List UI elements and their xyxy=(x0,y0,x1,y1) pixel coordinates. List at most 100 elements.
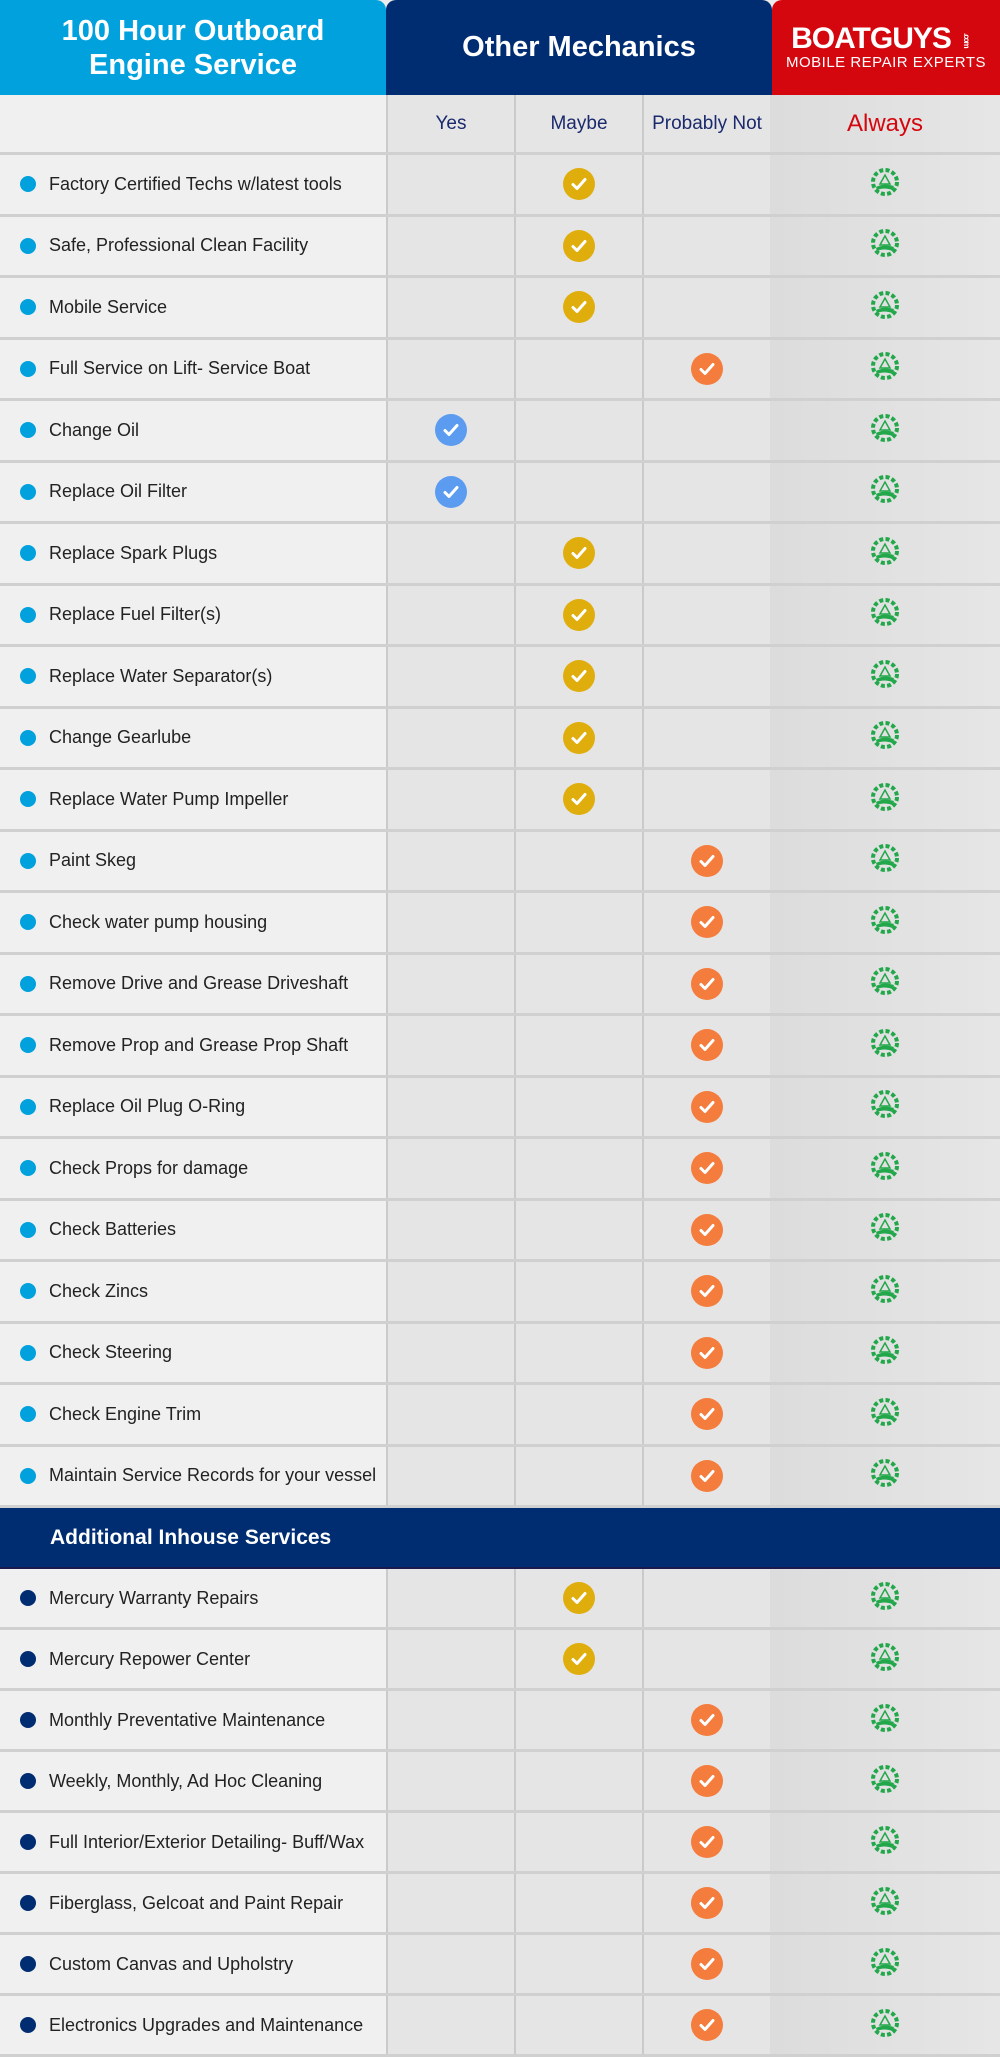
cell-yes xyxy=(386,1200,514,1259)
cell-maybe xyxy=(514,1630,642,1688)
cell-not xyxy=(642,1569,770,1627)
row-label: Full Service on Lift- Service Boat xyxy=(0,339,386,398)
bullet-icon xyxy=(20,1895,36,1911)
boatguys-gear-icon xyxy=(868,1087,902,1126)
service-name: Check Props for damage xyxy=(49,1157,249,1178)
service-name: Maintain Service Records for your vessel xyxy=(49,1465,377,1486)
boatguys-gear-icon xyxy=(868,595,902,634)
row-label: Replace Oil Plug O-Ring xyxy=(0,1077,386,1136)
check-icon xyxy=(691,1398,723,1431)
row-label: Maintain Service Records for your vessel xyxy=(0,1446,386,1505)
bullet-icon xyxy=(20,545,36,562)
cell-not xyxy=(642,954,770,1013)
cell-yes xyxy=(386,1752,514,1810)
check-icon xyxy=(691,1213,723,1246)
row-label: Electronics Upgrades and Maintenance xyxy=(0,1996,386,2054)
table-row: Replace Oil Plug O-Ring xyxy=(0,1077,1000,1139)
check-icon xyxy=(691,906,723,939)
table-row: Replace Oil Filter xyxy=(0,462,1000,524)
boatguys-gear-icon xyxy=(868,1026,902,1065)
cell-yes xyxy=(386,1323,514,1382)
cell-yes xyxy=(386,216,514,275)
boatguys-gear-icon xyxy=(868,841,902,880)
cell-maybe xyxy=(514,278,642,337)
service-name: Monthly Preventative Maintenance xyxy=(49,1709,326,1730)
cell-maybe xyxy=(514,339,642,398)
cell-always xyxy=(770,708,1000,767)
cell-maybe xyxy=(514,462,642,521)
boatguys-gear-icon xyxy=(868,288,902,327)
cell-maybe xyxy=(514,647,642,706)
cell-yes xyxy=(386,708,514,767)
cell-yes xyxy=(386,647,514,706)
check-icon xyxy=(563,660,595,693)
service-name: Replace Fuel Filter(s) xyxy=(49,604,222,625)
row-label: Replace Water Pump Impeller xyxy=(0,770,386,829)
check-icon xyxy=(563,168,595,201)
bullet-icon xyxy=(20,1467,36,1484)
row-label: Mercury Warranty Repairs xyxy=(0,1569,386,1627)
cell-not xyxy=(642,1139,770,1198)
cell-always xyxy=(770,1935,1000,1993)
bullet-icon xyxy=(20,1651,36,1667)
cell-always xyxy=(770,1077,1000,1136)
cell-yes xyxy=(386,1630,514,1688)
table-row: Factory Certified Techs w/latest tools xyxy=(0,155,1000,217)
cell-yes xyxy=(386,462,514,521)
bullet-icon xyxy=(20,1283,36,1300)
table-row: Mercury Warranty Repairs xyxy=(0,1569,1000,1630)
check-icon xyxy=(691,967,723,1000)
cell-not xyxy=(642,1385,770,1444)
cell-maybe xyxy=(514,216,642,275)
row-label: Change Oil xyxy=(0,401,386,460)
section-1-rows: Factory Certified Techs w/latest tools Sa… xyxy=(0,155,1000,1508)
boatguys-gear-icon xyxy=(868,1395,902,1434)
cell-not xyxy=(642,1630,770,1688)
boatguys-gear-icon xyxy=(868,1210,902,1249)
boatguys-gear-icon xyxy=(868,1945,902,1984)
brand-suffix: .com xyxy=(961,33,971,48)
table-row: Fiberglass, Gelcoat and Paint Repair xyxy=(0,1874,1000,1935)
row-label: Factory Certified Techs w/latest tools xyxy=(0,155,386,214)
table-row: Check water pump housing xyxy=(0,893,1000,955)
cell-always xyxy=(770,155,1000,214)
service-name: Safe, Professional Clean Facility xyxy=(49,235,309,256)
bullet-icon xyxy=(20,668,36,685)
bullet-icon xyxy=(20,299,36,316)
row-label: Replace Fuel Filter(s) xyxy=(0,585,386,644)
row-label: Check Batteries xyxy=(0,1200,386,1259)
cell-not xyxy=(642,462,770,521)
cell-always xyxy=(770,524,1000,583)
row-label: Check Steering xyxy=(0,1323,386,1382)
boatguys-gear-icon xyxy=(868,718,902,757)
check-icon xyxy=(691,844,723,877)
boatguys-gear-icon xyxy=(868,1272,902,1311)
bullet-icon xyxy=(20,729,36,746)
cell-yes xyxy=(386,1385,514,1444)
bullet-icon xyxy=(20,483,36,500)
check-icon xyxy=(691,1152,723,1185)
cell-yes xyxy=(386,1935,514,1993)
cell-not xyxy=(642,278,770,337)
service-name: Full Interior/Exterior Detailing- Buff/W… xyxy=(49,1831,365,1852)
table-row: Replace Water Separator(s) xyxy=(0,647,1000,709)
row-label: Remove Drive and Grease Driveshaft xyxy=(0,954,386,1013)
bullet-icon xyxy=(20,1773,36,1789)
cell-maybe xyxy=(514,1813,642,1871)
cell-maybe xyxy=(514,585,642,644)
table-row: Full Service on Lift- Service Boat xyxy=(0,339,1000,401)
service-name: Custom Canvas and Upholstry xyxy=(49,1953,294,1974)
service-name: Factory Certified Techs w/latest tools xyxy=(49,173,342,194)
cell-yes xyxy=(386,1077,514,1136)
boatguys-gear-icon xyxy=(868,2006,902,2045)
bullet-icon xyxy=(20,852,36,869)
service-name: Electronics Upgrades and Maintenance xyxy=(49,2014,364,2035)
cell-yes xyxy=(386,1139,514,1198)
service-name: Check water pump housing xyxy=(49,911,268,932)
cell-yes xyxy=(386,1874,514,1932)
row-label: Monthly Preventative Maintenance xyxy=(0,1691,386,1749)
cell-always xyxy=(770,1139,1000,1198)
cell-always xyxy=(770,1691,1000,1749)
table-header: 100 Hour Outboard Engine Service Other Me… xyxy=(0,0,1000,95)
row-label: Check Engine Trim xyxy=(0,1385,386,1444)
